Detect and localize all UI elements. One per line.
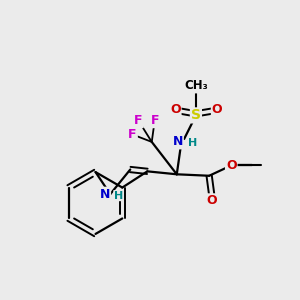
Text: S: S <box>191 108 201 122</box>
Text: N: N <box>172 135 183 148</box>
Text: F: F <box>128 128 137 141</box>
Text: H: H <box>114 190 123 201</box>
Text: O: O <box>170 103 181 116</box>
Text: CH₃: CH₃ <box>184 80 208 92</box>
Text: F: F <box>150 114 159 127</box>
Text: O: O <box>226 159 237 172</box>
Text: O: O <box>212 103 222 116</box>
Text: O: O <box>207 194 218 207</box>
Text: H: H <box>188 138 198 148</box>
Text: N: N <box>100 188 110 201</box>
Text: F: F <box>134 114 143 127</box>
